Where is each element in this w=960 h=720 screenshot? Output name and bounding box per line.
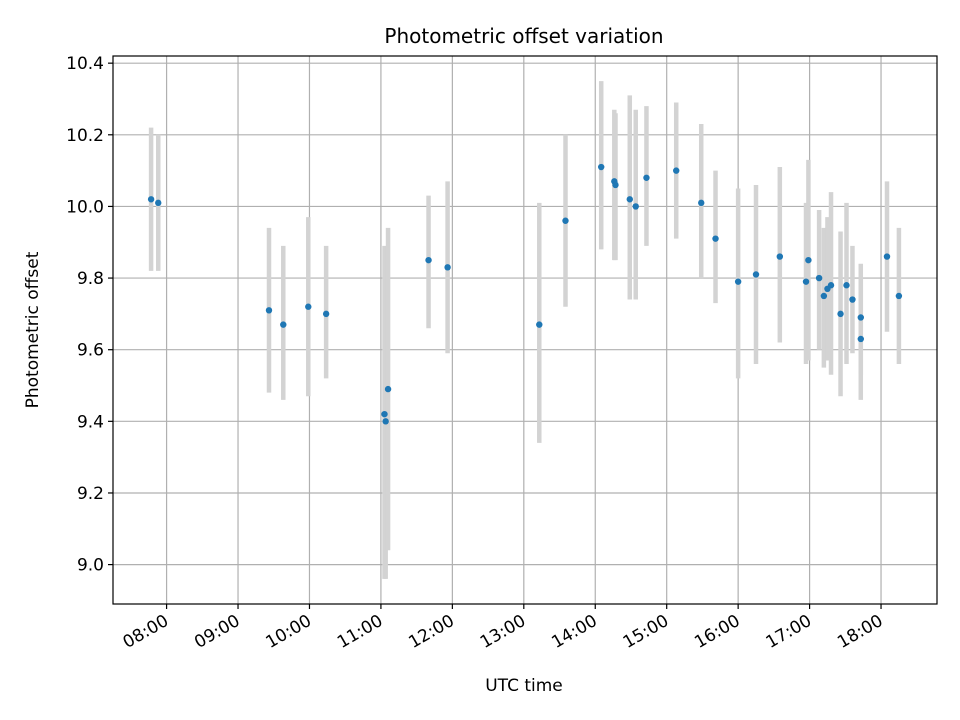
- y-tick-label: 10.2: [66, 126, 104, 146]
- data-point: [381, 410, 388, 418]
- data-point: [712, 235, 719, 242]
- data-point: [895, 292, 903, 300]
- data-point: [857, 314, 864, 321]
- data-point: [802, 278, 810, 285]
- y-tick-label: 9.6: [77, 341, 104, 361]
- chart-title: Photometric offset variation: [384, 24, 663, 48]
- data-point: [444, 264, 451, 271]
- y-tick-label: 10.0: [66, 197, 104, 217]
- data-point: [857, 335, 864, 343]
- data-point: [265, 307, 273, 314]
- x-axis-title: UTC time: [485, 676, 563, 696]
- data-point: [698, 199, 705, 207]
- data-point: [883, 253, 891, 260]
- data-point: [815, 274, 823, 282]
- y-axis-title: Photometric offset: [23, 251, 43, 408]
- data-point: [384, 385, 392, 393]
- y-tick-label: 9.4: [77, 412, 104, 432]
- data-point: [752, 271, 760, 278]
- y-tick-label: 9.8: [77, 269, 104, 289]
- plot-frame: [112, 55, 938, 605]
- data-point: [536, 321, 543, 328]
- data-point: [155, 199, 162, 207]
- data-point: [598, 163, 605, 171]
- data-point: [820, 292, 828, 300]
- data-point: [562, 217, 569, 224]
- data-point: [632, 203, 639, 210]
- y-tick-label: 10.4: [66, 54, 104, 74]
- data-point: [849, 296, 856, 303]
- data-point: [643, 174, 650, 181]
- data-point: [382, 418, 389, 425]
- data-point: [805, 256, 812, 264]
- data-point: [776, 253, 784, 260]
- data-point: [734, 278, 742, 285]
- data-point: [837, 310, 844, 318]
- data-point: [612, 181, 619, 189]
- y-tick-label: 9.2: [77, 484, 104, 504]
- data-point: [322, 310, 330, 318]
- data-point: [673, 167, 680, 174]
- data-point: [827, 282, 835, 289]
- data-points: [147, 163, 903, 425]
- data-point: [305, 303, 312, 310]
- y-tick-label: 9.0: [77, 556, 104, 576]
- data-point: [425, 256, 432, 264]
- data-point: [626, 196, 633, 203]
- data-point: [843, 282, 850, 289]
- data-point: [147, 196, 155, 203]
- data-point: [280, 321, 287, 328]
- grid-lines: [113, 56, 937, 604]
